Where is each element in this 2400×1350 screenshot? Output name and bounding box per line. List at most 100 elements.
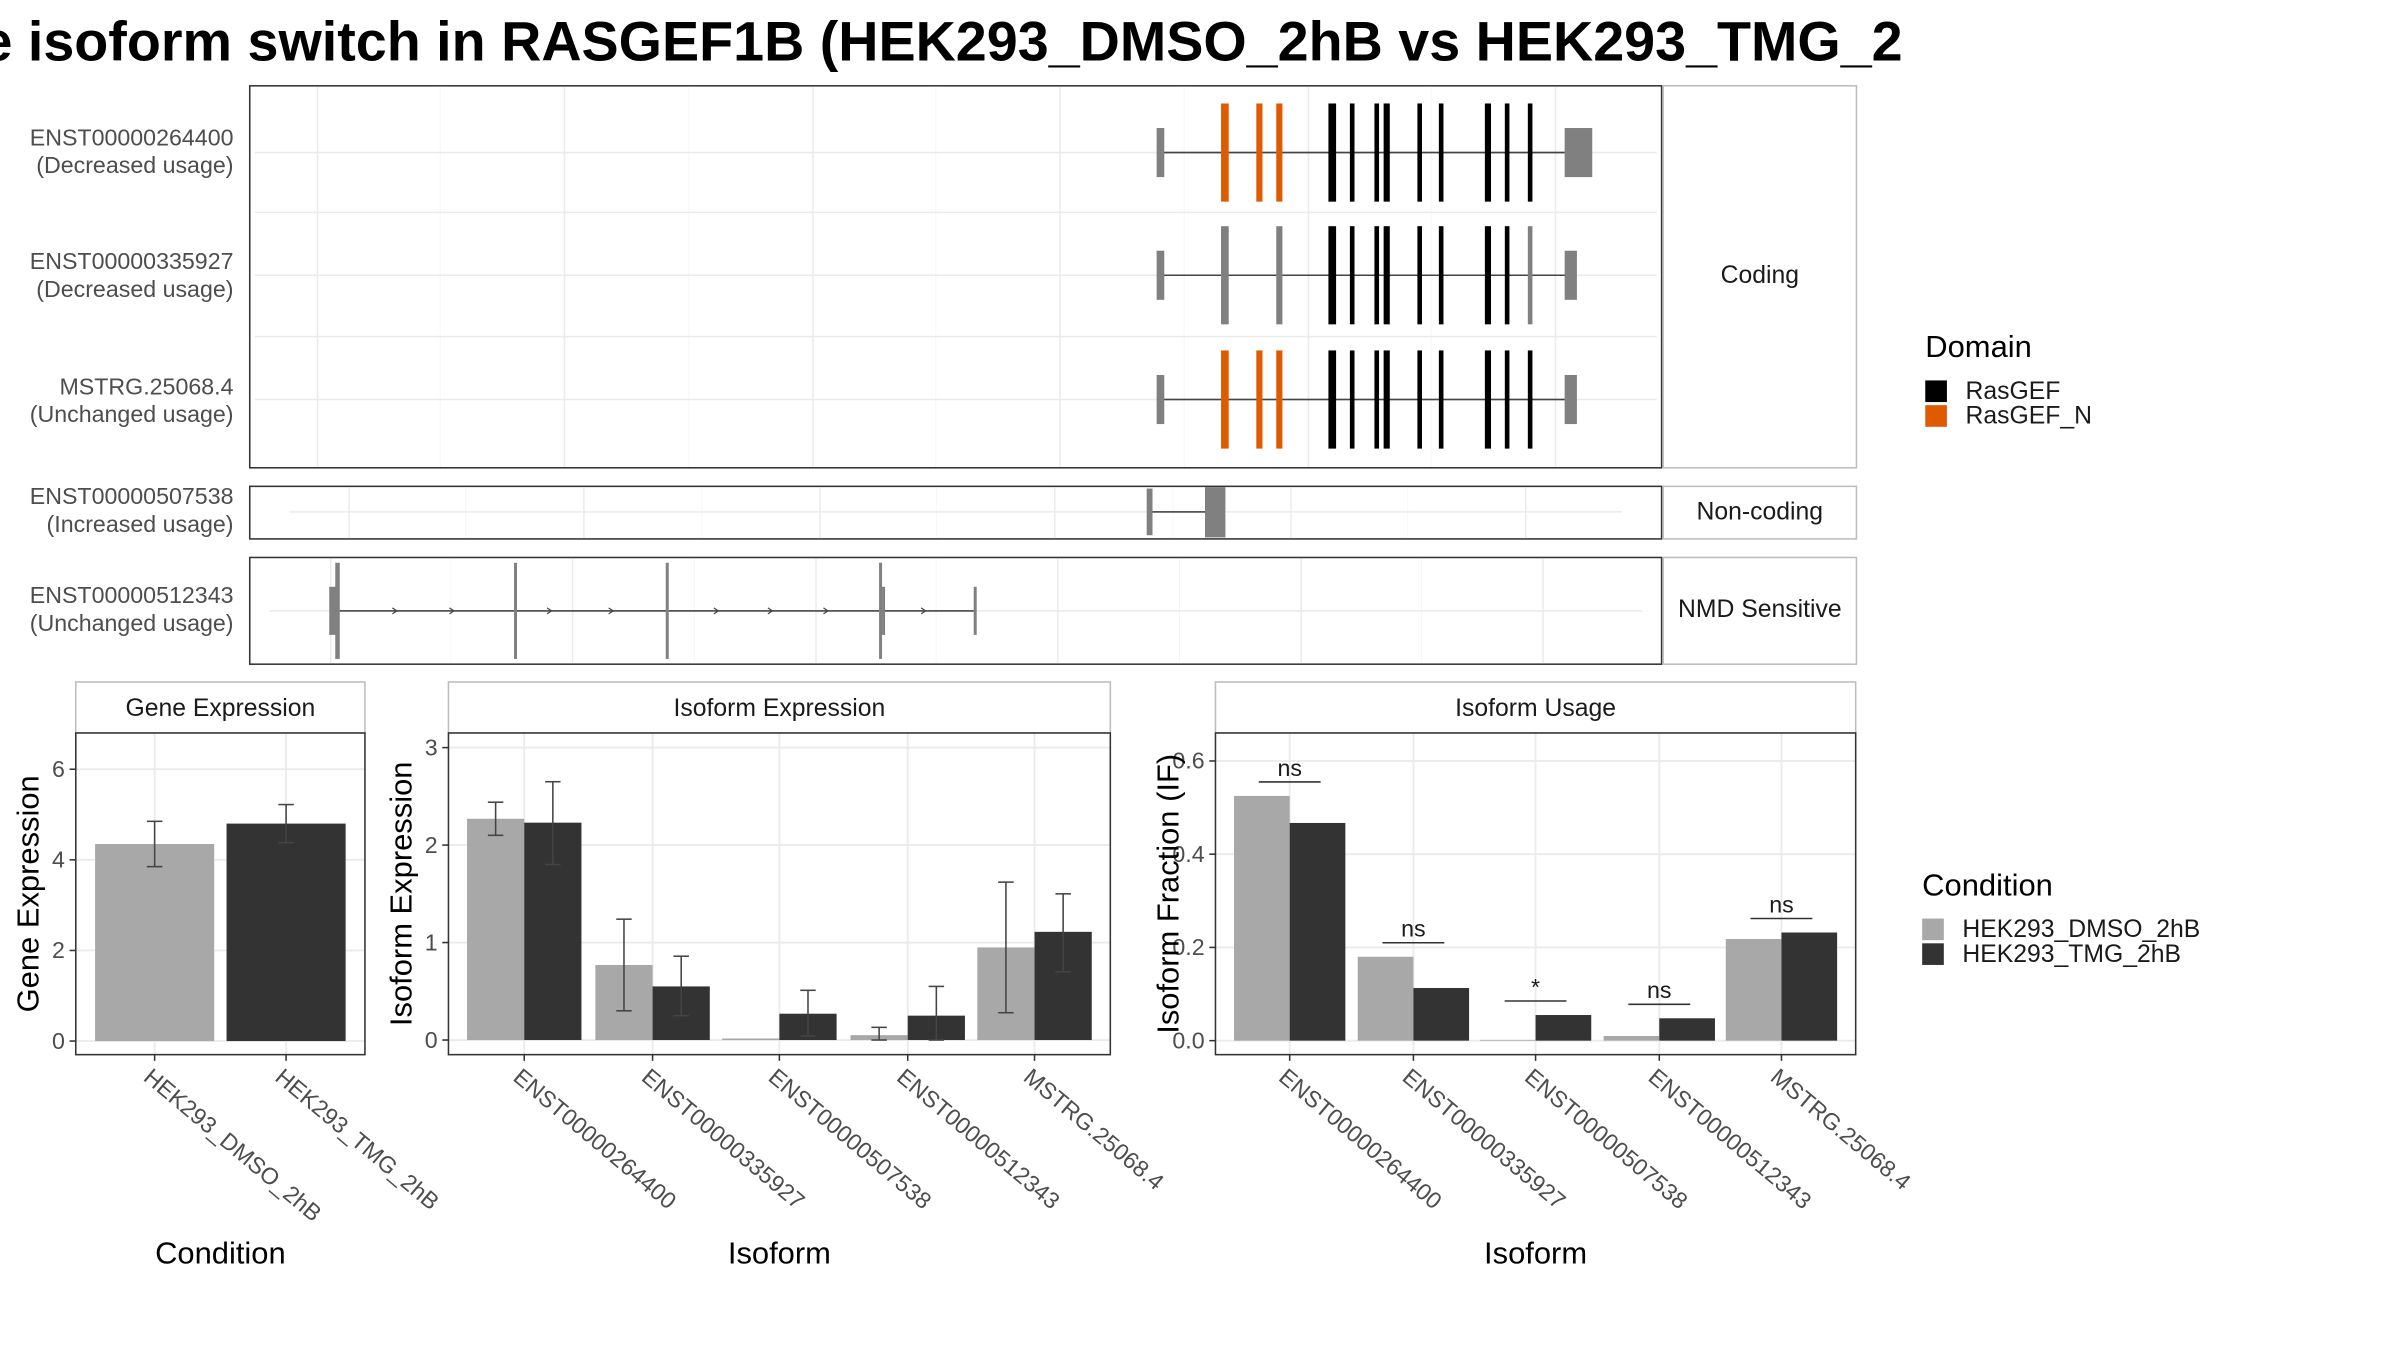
bar	[1479, 1039, 1536, 1041]
significance-label: ns	[1647, 977, 1672, 1003]
coding-structure-panel	[248, 85, 1663, 469]
panel-title: Isoform Usage	[1455, 695, 1616, 722]
exon	[1374, 103, 1380, 202]
bar	[1725, 939, 1782, 1041]
exon	[1374, 350, 1380, 449]
exon	[1276, 226, 1283, 325]
exon	[1564, 128, 1593, 178]
exon	[879, 562, 883, 659]
panel-title: Gene Expression	[125, 695, 315, 722]
exon	[1527, 350, 1533, 449]
panel-strip	[1214, 681, 1857, 734]
exon	[514, 562, 518, 659]
transcript-label: ENST00000507538 (Increased usage)	[29, 484, 234, 539]
y-tick-label: 4	[52, 847, 65, 873]
exon	[1349, 350, 1355, 449]
exon	[335, 562, 340, 659]
y-tick-label: 6	[52, 756, 65, 782]
facet-strip-coding: Coding	[1662, 85, 1858, 469]
figure-title: e isoform switch in RASGEF1B (HEK293_DMS…	[0, 9, 1903, 73]
exon	[1484, 350, 1492, 449]
y-tick-label: 0.6	[1172, 748, 1204, 774]
legend-item-rasgef: RasGEF	[1925, 379, 2060, 407]
nmd-structure-panel	[248, 556, 1663, 665]
y-axis-label: Gene Expression	[11, 775, 46, 1012]
exon	[1328, 350, 1337, 449]
plot-border	[75, 732, 366, 1056]
bar	[1535, 1015, 1592, 1041]
transcript-label: MSTRG.25068.4 (Unchanged usage)	[29, 374, 234, 429]
exon	[1328, 103, 1337, 202]
exon	[1383, 350, 1390, 449]
y-axis-label: Isoform Expression	[383, 762, 418, 1027]
y-tick-label: 0	[52, 1028, 65, 1054]
noncoding-structure-panel	[248, 485, 1663, 540]
exon	[1383, 226, 1390, 325]
exon	[1417, 350, 1422, 449]
transcript-label: ENST00000512343 (Unchanged usage)	[29, 582, 234, 638]
exon	[1527, 103, 1533, 202]
bar	[1781, 932, 1838, 1041]
y-tick-label: 0.4	[1172, 841, 1204, 867]
panel-title: Isoform Expression	[674, 695, 886, 722]
rasgef-swatch	[1925, 380, 1947, 403]
exon	[1438, 350, 1444, 449]
exon	[1221, 103, 1229, 202]
bar	[1659, 1018, 1715, 1041]
exon	[1204, 487, 1226, 538]
y-tick-label: 1	[425, 929, 438, 955]
exon	[665, 562, 669, 659]
exon	[1156, 250, 1165, 300]
significance-label: ns	[1769, 891, 1794, 917]
exon	[1328, 226, 1337, 325]
facet-strip-nmd: NMD Sensitive	[1662, 556, 1858, 665]
exon	[1527, 226, 1533, 325]
exon	[1504, 350, 1510, 449]
exon	[1349, 226, 1355, 325]
bar	[226, 823, 346, 1042]
exon	[973, 586, 977, 635]
exon	[1484, 226, 1492, 325]
y-axis-label: Isoform Fraction (IF)	[1150, 754, 1185, 1034]
exon	[882, 586, 886, 635]
bar	[467, 818, 525, 1041]
legend-item-tmg: HEK293_TMG_2hB	[1922, 942, 2181, 970]
strand-arrow-icon	[767, 607, 774, 615]
rasgef-n-swatch	[1925, 405, 1947, 427]
x-axis-label: Isoform	[1484, 1235, 1587, 1270]
tmg-swatch	[1922, 943, 1944, 965]
x-axis-label: Isoform	[728, 1235, 831, 1270]
exon	[1417, 103, 1422, 202]
bar	[95, 843, 215, 1042]
y-tick-label: 2	[52, 937, 65, 963]
exon	[1349, 103, 1355, 202]
exon	[1374, 226, 1380, 325]
bar	[1603, 1035, 1660, 1041]
exon	[1383, 103, 1390, 202]
exon	[1484, 103, 1492, 202]
exon	[1221, 350, 1229, 449]
significance-label: ns	[1401, 916, 1426, 942]
exon	[1504, 103, 1510, 202]
exon	[1564, 250, 1577, 300]
y-tick-label: 0	[425, 1027, 438, 1053]
facet-strip-noncoding: Non-coding	[1662, 485, 1858, 540]
y-tick-label: 0.2	[1172, 934, 1204, 960]
y-tick-label: 2	[425, 832, 438, 858]
domain-legend-title: Domain	[1925, 330, 2032, 365]
exon	[1156, 374, 1165, 425]
exon	[1276, 103, 1283, 202]
strand-arrow-icon	[449, 607, 456, 615]
strand-arrow-icon	[823, 607, 830, 615]
exon	[1276, 350, 1283, 449]
strand-arrow-icon	[392, 607, 398, 615]
exon	[1256, 350, 1263, 449]
bar	[1234, 795, 1290, 1041]
bar	[722, 1038, 780, 1041]
exon	[1221, 226, 1229, 325]
exon	[1417, 226, 1422, 325]
significance-label: ns	[1277, 755, 1302, 781]
bar	[1413, 987, 1470, 1041]
exon	[1156, 128, 1165, 178]
transcript-label: ENST00000264400 (Decreased usage)	[29, 125, 234, 180]
